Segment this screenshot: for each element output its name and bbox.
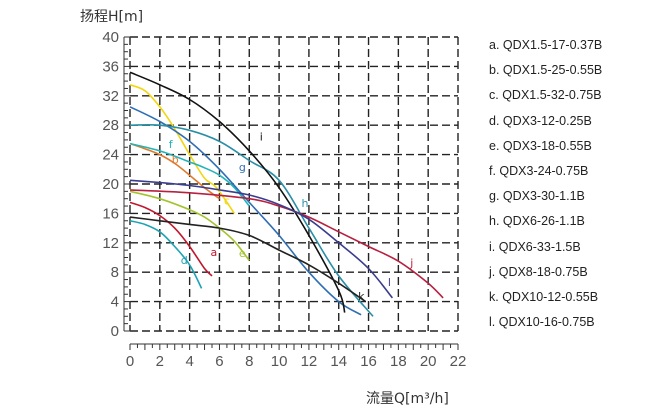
x-tick-label: 20 [420, 353, 437, 370]
legend-item-e: e. QDX3-18-0.55B [489, 138, 592, 153]
curve-label-c: c [224, 195, 230, 208]
curve-j [129, 189, 444, 299]
curve-f [129, 142, 250, 207]
x-axis-label: 流量Q[m³/h] [366, 391, 449, 407]
curve-d [129, 220, 203, 289]
series-curves [129, 71, 444, 317]
y-tick-label: 32 [102, 88, 119, 105]
legend-item-k: k. QDX10-12-0.55B [489, 289, 599, 304]
y-tick-label: 16 [102, 205, 119, 222]
legend-item-a: a. QDX1.5-17-0.37B [489, 38, 603, 52]
y-tick-label: 20 [102, 176, 119, 193]
x-tick-label: 14 [330, 353, 347, 370]
curve-g [129, 106, 362, 316]
x-tick-label: 12 [301, 353, 318, 370]
y-axis-label: 扬程H[m] [80, 9, 143, 25]
y-tick-label: 40 [102, 29, 119, 46]
grid [129, 36, 459, 332]
curve-label-b: b [172, 153, 179, 166]
curve-label-f: f [169, 138, 174, 151]
legend: a. QDX1.5-17-0.37B b. QDX1.5-25-0.55B c. Q… [489, 38, 654, 340]
curve-c [129, 84, 236, 214]
x-tick-label: 2 [156, 353, 164, 370]
legend-item-j: j. QDX8-18-0.75B [489, 264, 588, 279]
curve-label-l: l [388, 276, 391, 289]
curve-k [129, 216, 367, 303]
curve-a [129, 201, 213, 277]
y-tick-label: 0 [111, 323, 119, 340]
x-tick-label: 8 [245, 353, 253, 370]
x-tick-label: 22 [450, 353, 467, 370]
x-tick-label: 0 [126, 353, 134, 370]
curve-label-g: g [239, 161, 246, 174]
curve-label-e: e [239, 247, 246, 260]
curve-i [129, 71, 346, 313]
legend-item-c: c. QDX1.5-32-0.75B [489, 88, 602, 103]
x-tick-label: 10 [271, 353, 288, 370]
legend-item-d: d. QDX3-12-0.25B [489, 113, 592, 128]
curve-label-i: i [260, 131, 263, 144]
curve-e [129, 190, 250, 261]
y-tick-label: 12 [102, 235, 119, 252]
y-tick-label: 36 [102, 58, 119, 75]
curve-labels: a b c d e f g h i j k l [169, 131, 414, 303]
curve-l [129, 179, 394, 299]
curve-label-a: a [211, 246, 218, 259]
x-tick-label: 18 [390, 353, 407, 370]
curve-label-h: h [301, 197, 308, 210]
legend-item-b: b. QDX1.5-25-0.55B [489, 63, 603, 78]
x-tick-label: 6 [215, 353, 223, 370]
x-tick-label: 16 [360, 353, 377, 370]
legend-item-f: f. QDX3-24-0.75B [489, 163, 589, 178]
curve-label-d: d [181, 254, 188, 267]
legend-item-h: h. QDX6-26-1.1B [489, 214, 585, 229]
y-tick-label: 28 [102, 117, 119, 134]
legend-item-l: l. QDX10-16-0.75B [489, 315, 595, 330]
curve-h [129, 124, 374, 317]
y-tick-label: 24 [102, 147, 119, 164]
legend-item-g: g. QDX3-30-1.1B [489, 189, 585, 204]
legend-item-i: i. QDX6-33-1.5B [489, 239, 581, 254]
curve-label-j: j [409, 256, 413, 269]
curve-label-k: k [358, 290, 365, 303]
x-tick-label: 4 [185, 353, 193, 370]
y-tick-label: 8 [111, 264, 119, 281]
y-tick-label: 4 [111, 294, 119, 311]
